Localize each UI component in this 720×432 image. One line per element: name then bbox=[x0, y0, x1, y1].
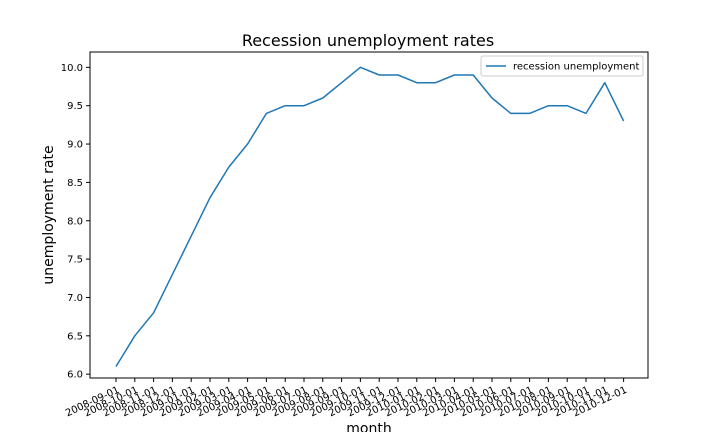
y-axis: 6.0 6.5 7.0 7.5 8.0 8.5 9.0 9.5 10.0 bbox=[61, 63, 90, 381]
legend-label: recession unemployment bbox=[513, 62, 639, 73]
x-axis-title: month bbox=[346, 421, 391, 432]
series-line bbox=[115, 66, 625, 367]
y-tick-label: 9.0 bbox=[67, 140, 83, 151]
y-tick-label: 7.0 bbox=[67, 293, 83, 304]
series-layer bbox=[115, 66, 625, 367]
plot-area bbox=[89, 51, 649, 379]
y-tick-label: 10.0 bbox=[61, 63, 83, 74]
x-axis: 2008-09-012008-10-012008-11-012008-12-01… bbox=[64, 378, 629, 419]
y-tick-label: 8.0 bbox=[67, 216, 83, 227]
legend-box bbox=[480, 55, 644, 77]
y-tick-label: 7.5 bbox=[67, 255, 83, 266]
y-axis-title: unemployment rate bbox=[41, 145, 57, 284]
y-tick-label: 6.0 bbox=[67, 370, 83, 381]
y-tick-label: 6.5 bbox=[67, 331, 83, 342]
y-tick-label: 8.5 bbox=[67, 178, 83, 189]
legend: recession unemployment bbox=[480, 55, 644, 77]
y-tick-label: 9.5 bbox=[67, 101, 83, 112]
chart-title: Recession unemployment rates bbox=[242, 31, 494, 50]
